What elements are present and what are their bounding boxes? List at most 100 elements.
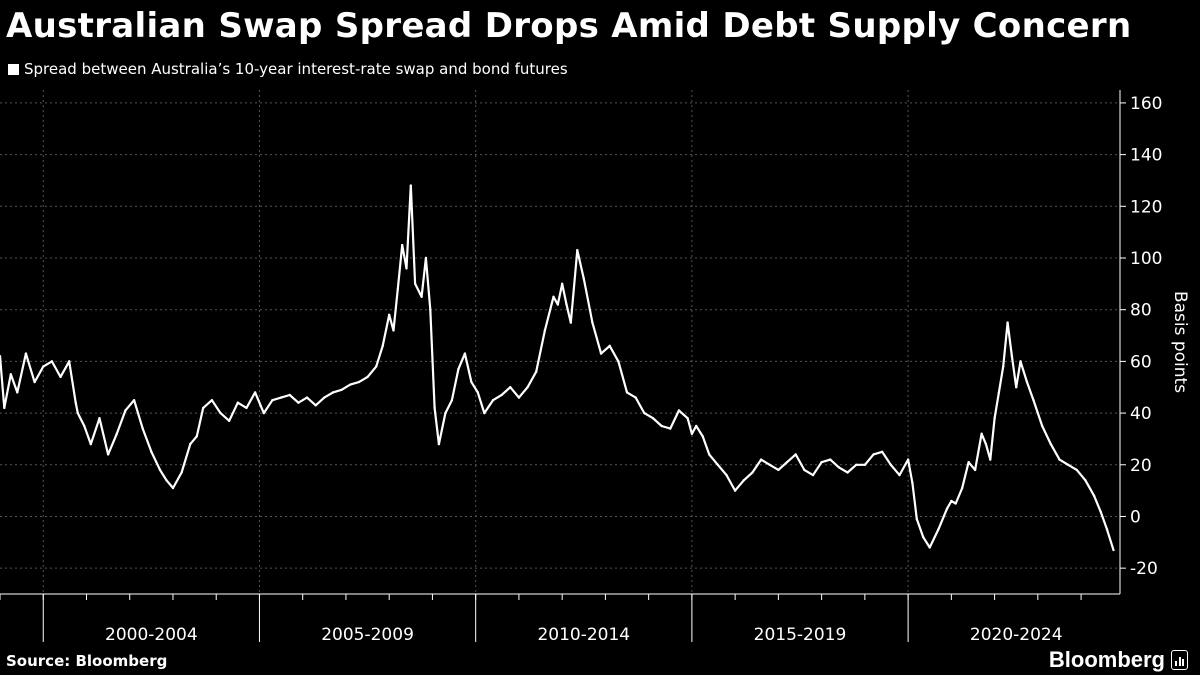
x-tick-label: 2000-2004 [105, 625, 198, 645]
data-point [227, 419, 231, 423]
data-point [405, 267, 408, 270]
data-point [357, 380, 361, 384]
data-point [437, 442, 441, 446]
data-point [483, 411, 486, 415]
data-point [509, 386, 512, 389]
data-point [1010, 355, 1014, 358]
data-point [433, 406, 436, 410]
data-point [1049, 442, 1053, 446]
data-point [725, 473, 728, 477]
y-axis-label: Basis points [1170, 291, 1190, 393]
data-point [1015, 386, 1018, 389]
data-point [331, 391, 335, 394]
data-point [768, 463, 771, 466]
data-point [1002, 365, 1005, 368]
source-note: Source: Bloomberg [6, 652, 168, 670]
data-point [1066, 463, 1070, 466]
data-point [915, 517, 918, 521]
data-point [643, 411, 646, 415]
data-point [429, 308, 432, 311]
data-point [67, 360, 71, 363]
data-point [1019, 360, 1022, 363]
y-tick-label: 100 [1130, 249, 1162, 269]
data-point [305, 396, 309, 399]
data-point [366, 375, 369, 379]
data-point [777, 468, 780, 472]
data-point [381, 344, 384, 348]
data-point [565, 303, 568, 306]
data-point [83, 424, 86, 428]
data-point [141, 427, 144, 430]
y-tick-label: 80 [1130, 301, 1152, 321]
data-point [945, 507, 949, 510]
data-point [716, 463, 720, 466]
data-point [387, 313, 391, 317]
grid-lines [0, 90, 1120, 594]
data-point [424, 256, 428, 260]
data-point [400, 243, 404, 247]
data-point [960, 486, 964, 490]
data-point [50, 360, 54, 363]
x-axis: 2000-2004 2005-2009 2010-2014 2015-2019 2020… [0, 593, 1120, 645]
data-point [669, 427, 672, 430]
data-point [690, 432, 694, 435]
data-point [922, 535, 925, 539]
data-point [1032, 398, 1035, 402]
data-point [132, 398, 136, 402]
data-point [820, 460, 823, 464]
y-tick-label: 140 [1130, 146, 1162, 166]
data-point [625, 391, 629, 394]
data-point [794, 453, 797, 456]
data-point [837, 466, 841, 469]
data-point [262, 411, 265, 415]
brand-name: Bloomberg [1048, 647, 1165, 672]
data-point [0, 355, 2, 358]
data-point [556, 303, 560, 306]
series-line [0, 184, 1115, 551]
data-point [980, 432, 983, 435]
data-point [855, 463, 858, 466]
data-point [1006, 321, 1009, 324]
data-point [210, 398, 214, 402]
data-point [517, 396, 521, 399]
data-point [409, 184, 413, 187]
data-point [444, 411, 447, 415]
y-tick-label: 60 [1130, 352, 1152, 372]
data-point [803, 468, 806, 472]
data-point [195, 435, 198, 438]
data-point [98, 417, 101, 420]
legend-swatch [8, 63, 19, 75]
data-point [115, 432, 118, 435]
data-point [846, 471, 849, 474]
data-point [535, 370, 538, 373]
data-point [470, 380, 473, 384]
data-point [33, 380, 36, 384]
data-point [984, 442, 988, 446]
data-point [323, 396, 326, 399]
data-point [526, 386, 529, 389]
data-point [180, 471, 183, 474]
data-point [165, 479, 168, 482]
y-axis: -20 0 20 40 60 80 100 120 140 160 [1119, 90, 1162, 594]
data-point [1084, 479, 1087, 482]
y-tick-label: 0 [1130, 507, 1141, 527]
data-point [599, 352, 603, 355]
data-point [349, 383, 352, 386]
data-point [171, 486, 175, 490]
data-point [219, 411, 222, 415]
data-point [811, 473, 815, 477]
data-point [617, 360, 620, 363]
data-point [1040, 424, 1044, 428]
data-point [375, 365, 378, 368]
x-tick-label: 2015-2019 [754, 625, 847, 645]
data-point [686, 417, 689, 420]
data-point [457, 367, 460, 371]
data-point [314, 404, 317, 407]
data-point [872, 453, 875, 456]
data-point [928, 546, 931, 549]
data-point [271, 398, 274, 402]
data-point [253, 391, 257, 394]
data-point [997, 391, 1001, 394]
data-point [889, 463, 893, 466]
